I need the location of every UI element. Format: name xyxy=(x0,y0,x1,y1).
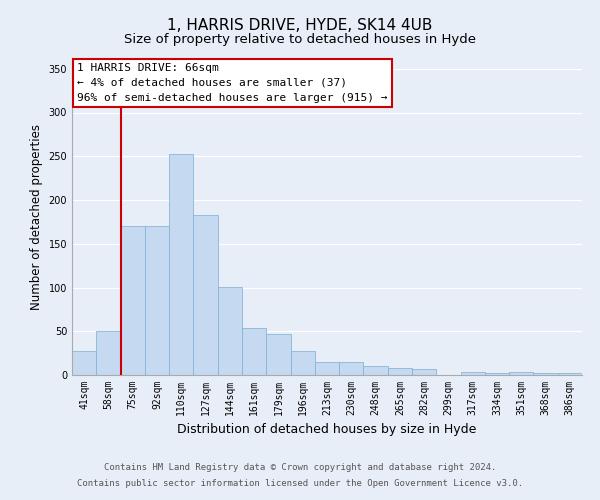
Bar xyxy=(169,154,193,375)
Bar xyxy=(412,369,436,375)
Text: 1, HARRIS DRIVE, HYDE, SK14 4UB: 1, HARRIS DRIVE, HYDE, SK14 4UB xyxy=(167,18,433,32)
Bar xyxy=(121,226,145,375)
Bar xyxy=(145,226,169,375)
Text: 1 HARRIS DRIVE: 66sqm
← 4% of detached houses are smaller (37)
96% of semi-detac: 1 HARRIS DRIVE: 66sqm ← 4% of detached h… xyxy=(77,63,388,103)
Bar xyxy=(339,362,364,375)
Bar xyxy=(509,372,533,375)
Bar xyxy=(364,366,388,375)
Bar xyxy=(193,215,218,375)
Y-axis label: Number of detached properties: Number of detached properties xyxy=(30,124,43,310)
X-axis label: Distribution of detached houses by size in Hyde: Distribution of detached houses by size … xyxy=(178,424,476,436)
Bar xyxy=(558,373,582,375)
Bar xyxy=(266,334,290,375)
Bar xyxy=(218,286,242,375)
Bar xyxy=(315,362,339,375)
Bar xyxy=(290,350,315,375)
Bar xyxy=(96,331,121,375)
Bar xyxy=(533,373,558,375)
Bar xyxy=(388,368,412,375)
Text: Size of property relative to detached houses in Hyde: Size of property relative to detached ho… xyxy=(124,32,476,46)
Text: Contains HM Land Registry data © Crown copyright and database right 2024.: Contains HM Land Registry data © Crown c… xyxy=(104,464,496,472)
Bar xyxy=(72,350,96,375)
Bar xyxy=(461,372,485,375)
Text: Contains public sector information licensed under the Open Government Licence v3: Contains public sector information licen… xyxy=(77,478,523,488)
Bar xyxy=(242,328,266,375)
Bar xyxy=(485,373,509,375)
